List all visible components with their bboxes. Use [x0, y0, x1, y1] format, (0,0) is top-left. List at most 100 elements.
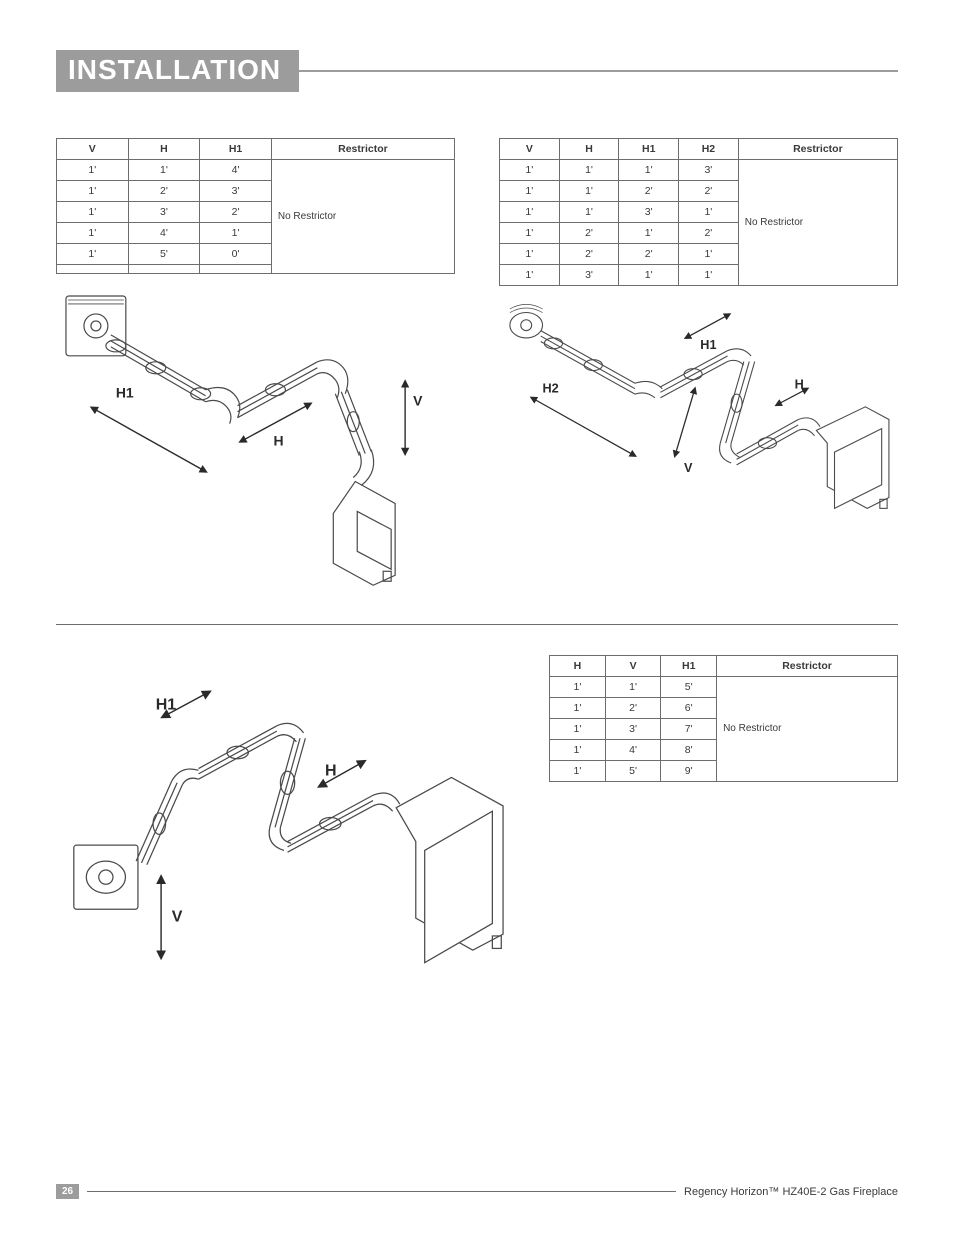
td: 2': [559, 244, 619, 265]
table-5: H V H1 Restrictor 1' 1' 5' No Restrictor…: [549, 655, 898, 782]
elbow-icon: [728, 349, 752, 365]
fireplace-unit-icon: [333, 482, 395, 586]
dim-arrow-h2: [532, 398, 635, 456]
td: 8': [661, 740, 717, 761]
elbow-icon: [317, 360, 347, 398]
product-name: Regency Horizon™ HZ40E-2 Gas Fireplace: [684, 1186, 898, 1198]
td: 1': [559, 181, 619, 202]
td: 1': [619, 160, 679, 181]
restrictor-cell: No Restrictor: [738, 160, 897, 286]
td: 6': [661, 698, 717, 719]
col-right: V H H1 H2 Restrictor 1' 1' 1' 3' No Rest…: [499, 138, 898, 600]
elbow-icon: [172, 769, 199, 785]
th: Restrictor: [738, 139, 897, 160]
td: [128, 265, 200, 274]
td: 2': [128, 181, 200, 202]
diagram-a-svg: H1 H V: [56, 286, 455, 595]
dim-label-h1: H1: [700, 338, 716, 352]
td: 1': [500, 160, 560, 181]
td: 1': [679, 244, 739, 265]
footer-rule: [87, 1191, 676, 1192]
td: 3': [679, 160, 739, 181]
duct-run-h: [238, 362, 318, 418]
td: 3': [128, 202, 200, 223]
th: V: [605, 656, 661, 677]
td: 5': [661, 677, 717, 698]
wall-termination-icon: [66, 296, 126, 356]
th: H1: [619, 139, 679, 160]
td: 1': [200, 223, 272, 244]
th: V: [500, 139, 560, 160]
dim-label-h1: H1: [156, 696, 177, 714]
td: 1': [550, 740, 606, 761]
td: 2': [679, 223, 739, 244]
td: 2': [619, 181, 679, 202]
td: 1': [500, 181, 560, 202]
td: 2': [605, 698, 661, 719]
col-left: V H H1 Restrictor 1' 1' 4' No Restrictor…: [56, 138, 455, 600]
td: 1': [57, 160, 129, 181]
td: 1': [619, 265, 679, 286]
fireplace-unit-icon: [396, 778, 503, 963]
th: H1: [200, 139, 272, 160]
td: 7': [661, 719, 717, 740]
td: 1': [679, 202, 739, 223]
td: [57, 265, 129, 274]
td: 5': [128, 244, 200, 265]
section-title: INSTALLATION: [56, 50, 299, 92]
elbow-icon: [635, 381, 662, 397]
td: 4': [200, 160, 272, 181]
th: V: [57, 139, 129, 160]
table-3b: V H H1 H2 Restrictor 1' 1' 1' 3' No Rest…: [499, 138, 898, 286]
page-footer: 26 Regency Horizon™ HZ40E-2 Gas Fireplac…: [56, 1184, 898, 1199]
page-root: INSTALLATION V H H1 Restrictor: [0, 0, 954, 1235]
dim-label-h2: H2: [543, 381, 559, 395]
dim-label-v: V: [684, 461, 693, 475]
elbow-icon: [798, 418, 820, 436]
td: 4': [605, 740, 661, 761]
dim-label-h: H: [795, 378, 804, 392]
td: 1': [57, 181, 129, 202]
duct-run-h: [737, 420, 799, 465]
td: 1': [500, 223, 560, 244]
upper-section: V H H1 Restrictor 1' 1' 4' No Restrictor…: [56, 138, 898, 600]
th: Restrictor: [271, 139, 454, 160]
td: 1': [559, 202, 619, 223]
wall-termination-icon: [510, 304, 543, 338]
td: 1': [619, 223, 679, 244]
td: 1': [550, 719, 606, 740]
section-divider: [56, 624, 898, 625]
dim-label-h: H: [325, 762, 337, 780]
td: 1': [57, 244, 129, 265]
th: H: [559, 139, 619, 160]
td: 4': [128, 223, 200, 244]
restrictor-cell: No Restrictor: [717, 677, 898, 782]
th: H1: [661, 656, 717, 677]
td: 3': [605, 719, 661, 740]
td: 1': [500, 244, 560, 265]
duct-run-h1: [198, 726, 276, 779]
lower-section: H1 H V H V H1 Restrictor: [56, 655, 898, 993]
td: 5': [605, 761, 661, 782]
td: 1': [550, 698, 606, 719]
dim-arrow-v: [675, 389, 695, 456]
td: 1': [500, 265, 560, 286]
duct-run-down: [270, 738, 306, 827]
duct-run-h: [288, 795, 373, 852]
td: 2': [559, 223, 619, 244]
elbow-icon: [373, 793, 400, 811]
td: 1': [679, 265, 739, 286]
th: Restrictor: [717, 656, 898, 677]
dim-label-v: V: [413, 393, 423, 409]
th: H: [550, 656, 606, 677]
dim-label-h: H: [273, 433, 283, 449]
td: 2': [200, 202, 272, 223]
td: 0': [200, 244, 272, 265]
elbow-icon: [353, 450, 373, 486]
duct-run-v: [720, 361, 754, 443]
section-header: INSTALLATION: [56, 50, 898, 92]
td: 1': [128, 160, 200, 181]
td: 1': [550, 677, 606, 698]
restrictor-cell: No Restrictor: [271, 160, 454, 274]
td: 2': [679, 181, 739, 202]
